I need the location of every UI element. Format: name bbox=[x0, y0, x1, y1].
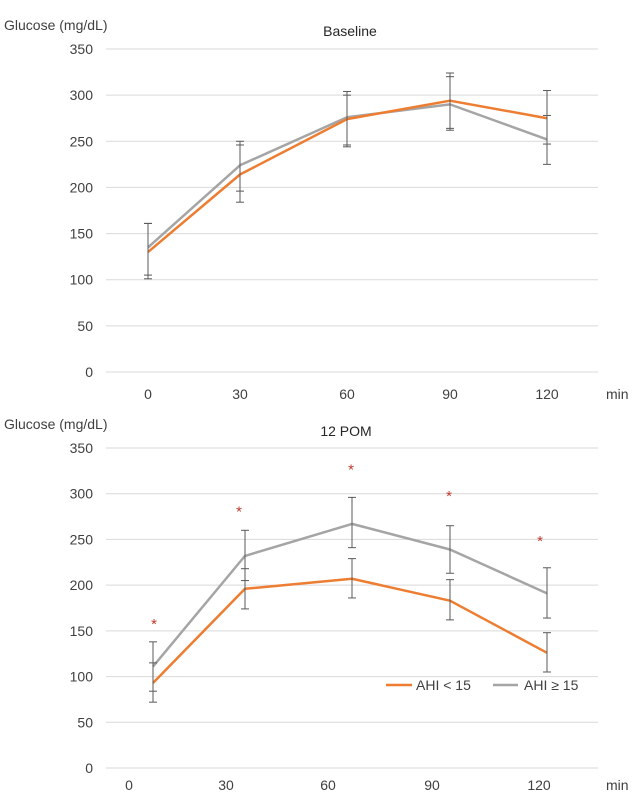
baseline-ytick-label-150: 150 bbox=[70, 226, 94, 242]
pom-xtick-label-120: 120 bbox=[527, 777, 551, 792]
baseline-ytick-label-100: 100 bbox=[70, 272, 94, 288]
baseline-ytick-label-50: 50 bbox=[77, 318, 93, 334]
pom-xtick-label-60: 60 bbox=[320, 777, 336, 792]
pom-xlabel: min bbox=[606, 777, 629, 792]
pom-xtick-label-0: 0 bbox=[125, 777, 133, 792]
pom-error-bar-s1-90 bbox=[446, 525, 454, 574]
baseline-xtick-label-0: 0 bbox=[144, 386, 152, 402]
legend-label-ahi-ge-15: AHI ≥ 15 bbox=[524, 677, 579, 693]
baseline-error-bar-s1-120 bbox=[543, 114, 551, 165]
baseline-ytick-label-200: 200 bbox=[70, 179, 94, 195]
baseline-ytick-labels: 0 50 100 150 200 250 300 350 bbox=[70, 41, 94, 380]
baseline-error-bar-s1-30 bbox=[236, 140, 244, 192]
baseline-xlabel: min bbox=[606, 386, 629, 402]
pom-error-bar-s1-30 bbox=[241, 529, 249, 582]
legend: AHI < 15 AHI ≥ 15 bbox=[386, 677, 579, 693]
pom-significance-markers: * * * * * bbox=[151, 461, 543, 633]
baseline-ytick-label-300: 300 bbox=[70, 87, 94, 103]
pom-ytick-label-350: 350 bbox=[70, 440, 94, 456]
pom-ytick-labels: 0 50 100 150 200 250 300 350 bbox=[70, 440, 94, 776]
pom-error-bar-s0-60 bbox=[348, 558, 356, 599]
baseline-ytick-label-0: 0 bbox=[85, 364, 93, 380]
pom-ylabel: Glucose (mg/dL) bbox=[4, 416, 107, 432]
baseline-ylabel: Glucose (mg/dL) bbox=[4, 17, 107, 33]
pom-error-bar-s0-90 bbox=[446, 579, 454, 621]
pom-significance-star-0: * bbox=[151, 616, 157, 633]
baseline-xtick-label-30: 30 bbox=[232, 386, 248, 402]
baseline-xtick-label-60: 60 bbox=[339, 386, 355, 402]
baseline-gridlines bbox=[106, 48, 598, 373]
pom-ytick-label-0: 0 bbox=[85, 760, 93, 776]
pom-ytick-label-200: 200 bbox=[70, 577, 94, 593]
pom-significance-star-30: * bbox=[236, 504, 242, 521]
pom-error-bar-s1-60 bbox=[348, 496, 356, 549]
pom-ytick-label-300: 300 bbox=[70, 486, 94, 502]
pom-error-bar-s0-120 bbox=[543, 632, 551, 673]
baseline-chart-title: Baseline bbox=[323, 23, 377, 39]
pom-significance-star-120: * bbox=[537, 533, 543, 550]
pom-series-line-1 bbox=[152, 522, 548, 668]
baseline-error-bar-s1-0 bbox=[144, 222, 152, 276]
baseline-xtick-label-90: 90 bbox=[442, 386, 458, 402]
pom-xtick-labels: 0 30 60 90 120 bbox=[125, 777, 551, 792]
pom-error-bars bbox=[149, 496, 551, 703]
baseline-error-bars bbox=[144, 72, 551, 280]
baseline-xtick-labels: 0 30 60 90 120 bbox=[144, 386, 559, 402]
pom-significance-star-90: * bbox=[446, 488, 452, 505]
pom-ytick-label-50: 50 bbox=[77, 714, 93, 730]
baseline-xtick-label-120: 120 bbox=[535, 386, 559, 402]
baseline-error-bar-s1-60 bbox=[343, 94, 351, 148]
pom-xtick-label-90: 90 bbox=[424, 777, 440, 792]
pom-error-bar-s1-120 bbox=[543, 567, 551, 619]
pom-gridlines bbox=[106, 447, 598, 769]
baseline-error-bar-s1-90 bbox=[446, 76, 454, 131]
baseline-ytick-label-250: 250 bbox=[70, 133, 94, 149]
pom-xtick-label-30: 30 bbox=[218, 777, 234, 792]
pom-ytick-label-150: 150 bbox=[70, 623, 94, 639]
pom-chart-panel: Glucose (mg/dL) 12 POM min 0 50 100 150 200 2… bbox=[4, 416, 629, 792]
pom-error-bar-s1-0 bbox=[149, 641, 157, 692]
baseline-ytick-label-350: 350 bbox=[70, 41, 94, 57]
baseline-chart-panel: Glucose (mg/dL) Baseline min 0 50 100 150 20… bbox=[4, 17, 629, 402]
pom-ytick-label-250: 250 bbox=[70, 531, 94, 547]
pom-chart-title: 12 POM bbox=[320, 423, 371, 439]
pom-ytick-label-100: 100 bbox=[70, 669, 94, 685]
legend-label-ahi-lt-15: AHI < 15 bbox=[416, 677, 471, 693]
pom-significance-star-60: * bbox=[348, 461, 354, 478]
